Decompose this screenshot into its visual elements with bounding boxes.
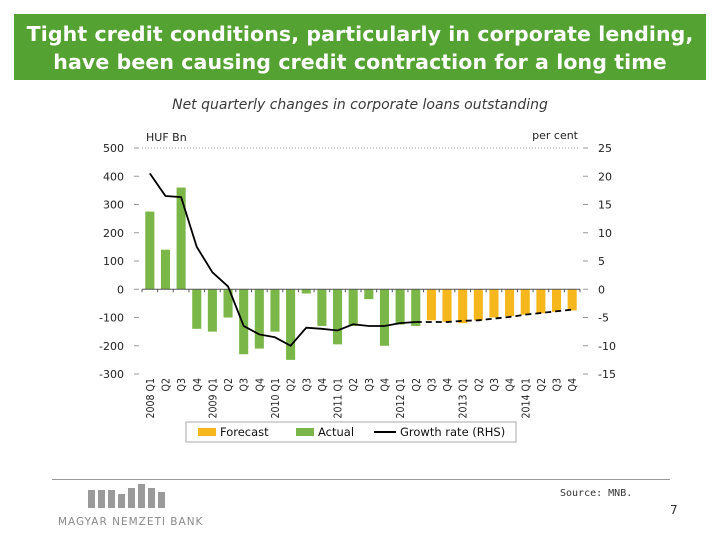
y-tick-label: -300	[99, 368, 124, 381]
y2-tick-label: 15	[598, 199, 612, 212]
legend-actual-label: Actual	[318, 425, 354, 439]
forecast-bar	[536, 289, 546, 314]
actual-bar	[239, 289, 249, 355]
actual-bar	[317, 289, 327, 326]
forecast-bar	[473, 289, 483, 321]
legend-growth-label: Growth rate (RHS)	[400, 425, 505, 439]
x-tick-label: 2013 Q1	[458, 378, 470, 418]
x-tick-label: Q3	[301, 378, 313, 391]
forecast-bar	[489, 289, 499, 318]
y-tick-label: -200	[99, 340, 124, 353]
chart-title: Net quarterly changes in corporate loans…	[172, 97, 548, 113]
actual-bar	[254, 289, 264, 349]
x-tick-label: 2011 Q1	[333, 378, 345, 418]
actual-bar	[395, 289, 405, 325]
x-tick-label: Q3	[364, 378, 376, 391]
slide-title-line-1: Tight credit conditions, particularly in…	[26, 22, 694, 46]
actual-bar	[411, 289, 421, 326]
x-tick-label: Q4	[505, 378, 517, 391]
x-tick-label: Q2	[411, 378, 423, 391]
x-tick-label: Q2	[160, 378, 172, 391]
slide-title-line-2: have been causing credit contraction for…	[53, 50, 667, 74]
x-tick-label: 2014 Q1	[520, 378, 532, 418]
forecast-bar	[567, 289, 577, 311]
forecast-bar	[520, 289, 530, 315]
mnb-logo-icon	[88, 484, 165, 508]
x-tick-label: Q4	[379, 378, 391, 391]
y2-tick-label: -5	[598, 312, 609, 325]
x-tick-label: Q2	[223, 378, 235, 391]
y-tick-label: 0	[117, 283, 124, 296]
x-tick-label: Q3	[239, 378, 251, 391]
x-tick-label: Q4	[254, 378, 266, 391]
actual-bar	[192, 289, 202, 329]
y2-tick-label: 0	[598, 283, 605, 296]
actual-bar	[223, 289, 233, 318]
legend-actual-swatch	[296, 428, 314, 436]
x-tick-label: Q3	[489, 378, 501, 391]
x-tick-label: 2012 Q1	[395, 378, 407, 418]
y2-tick-label: 10	[598, 227, 612, 240]
y2-tick-label: -15	[598, 368, 616, 381]
x-tick-label: 2010 Q1	[270, 378, 282, 418]
x-tick-label: Q2	[286, 378, 298, 391]
x-tick-label: Q3	[426, 378, 438, 391]
page-number: 7	[670, 503, 678, 517]
x-tick-label: 2009 Q1	[207, 378, 219, 418]
x-tick-label: Q4	[567, 378, 579, 391]
actual-bar	[332, 289, 343, 345]
slide-title-bar: Tight credit conditions, particularly in…	[14, 14, 706, 80]
actual-bar	[379, 289, 390, 346]
x-tick-label: Q4	[192, 378, 204, 391]
x-tick-label: Q3	[176, 378, 188, 391]
actual-bar	[270, 289, 280, 332]
y-tick-label: 200	[103, 227, 124, 240]
x-tick-label: Q2	[536, 378, 548, 391]
actual-bar	[176, 187, 186, 290]
y-tick-label: 500	[103, 142, 124, 155]
actual-bar	[348, 289, 358, 326]
x-tick-label: Q2	[473, 378, 485, 391]
y2-tick-label: 25	[598, 142, 612, 155]
actual-bar	[364, 289, 374, 300]
y2-tick-label: 5	[598, 255, 605, 268]
actual-bar	[301, 289, 311, 294]
growth-rate-line-actual	[149, 172, 416, 347]
x-tick-label: Q3	[552, 378, 564, 391]
legend-box	[185, 421, 517, 443]
right-axis-unit: per cent	[532, 129, 579, 142]
legend-forecast-label: Forecast	[220, 425, 269, 439]
forecast-bar	[458, 289, 468, 324]
source-note: Source: MNB.	[560, 488, 633, 499]
x-tick-label: Q4	[442, 378, 454, 391]
y-tick-label: 400	[103, 170, 124, 183]
y-tick-label: 100	[103, 255, 124, 268]
legend-forecast-swatch	[198, 428, 216, 436]
growth-rate-line-forecast	[415, 308, 573, 323]
y2-tick-label: 20	[598, 170, 612, 183]
y2-tick-label: -10	[598, 340, 616, 353]
footer-divider	[52, 479, 670, 480]
forecast-bar	[505, 289, 515, 317]
forecast-bar	[442, 289, 452, 322]
x-tick-label: Q2	[348, 378, 360, 391]
actual-bar	[207, 289, 217, 332]
y-tick-label: -100	[99, 312, 124, 325]
x-tick-label: 2008 Q1	[145, 378, 157, 418]
x-tick-label: Q4	[317, 378, 329, 391]
actual-bar	[160, 249, 171, 290]
actual-bar	[145, 211, 155, 290]
actual-bar	[286, 289, 296, 360]
forecast-bar	[551, 289, 562, 312]
left-axis-unit: HUF Bn	[146, 131, 187, 144]
bank-name: MAGYAR NEMZETI BANK	[58, 516, 204, 528]
y-tick-label: 300	[103, 199, 124, 212]
forecast-bar	[426, 289, 436, 321]
